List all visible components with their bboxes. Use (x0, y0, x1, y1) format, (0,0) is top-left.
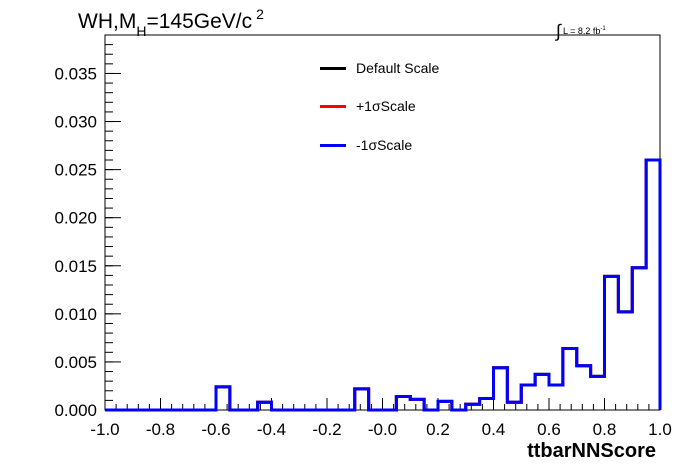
luminosity-label: ∫ L = 8.2 fb-1 (556, 18, 606, 41)
y-tick-label: 0.030 (54, 113, 97, 132)
series-line-1 (105, 158, 662, 412)
axis-ticks: -1.0 -0.8 -0.6 -0.4 -0.2 -0.0 0.2 0.4 0.6 0.8 1.0 0… (54, 34, 672, 439)
legend-entry-default: Default Scale (320, 58, 439, 78)
series-line-0 (105, 158, 662, 412)
x-tick-label: -1.0 (90, 420, 119, 439)
legend-label-minus: -1σScale (356, 137, 413, 153)
y-tick-label: 0.035 (54, 64, 97, 83)
x-tick-label: -0.6 (201, 420, 230, 439)
series-layer (105, 158, 662, 412)
title-main: WH,M (78, 10, 137, 33)
x-tick-label: -0.8 (146, 420, 175, 439)
legend-entry-plus: +1σScale (320, 96, 416, 116)
title-subscript: H (136, 23, 147, 39)
integral-sign: ∫ (556, 21, 561, 41)
y-tick-label: 0.005 (54, 353, 97, 372)
x-tick-label: -0.4 (257, 420, 286, 439)
legend-swatch-default (320, 66, 346, 70)
x-tick-label: 0.2 (426, 420, 450, 439)
y-tick-label: 0.025 (54, 161, 97, 180)
legend-label-default: Default Scale (356, 60, 440, 76)
y-tick-label: 0.020 (54, 209, 97, 228)
luminosity-superscript: -1 (600, 26, 606, 32)
x-axis-title: ttbarNNScore (527, 440, 656, 462)
x-tick-label: 0.8 (593, 420, 617, 439)
title-superscript: 2 (256, 6, 264, 22)
title-rest: =145GeV/c (146, 10, 253, 33)
luminosity-text: L = 8.2 fb (562, 26, 601, 36)
x-tick-label: -0.2 (312, 420, 341, 439)
chart-title: WH,MH=145GeV/c 2 (78, 6, 264, 39)
x-tick-label: -0.0 (368, 420, 397, 439)
series-line-2 (105, 158, 662, 412)
legend-swatch-minus (320, 143, 346, 147)
y-tick-label: 0.000 (54, 401, 97, 420)
x-tick-label: 1.0 (648, 420, 672, 439)
x-tick-label: 0.6 (537, 420, 561, 439)
legend-label-plus: +1σScale (356, 98, 416, 114)
x-tick-label: 0.4 (482, 420, 506, 439)
y-tick-label: 0.015 (54, 257, 97, 276)
legend-entry-minus: -1σScale (320, 135, 412, 155)
legend-swatch-plus (320, 104, 346, 108)
y-tick-label: 0.010 (54, 305, 97, 324)
